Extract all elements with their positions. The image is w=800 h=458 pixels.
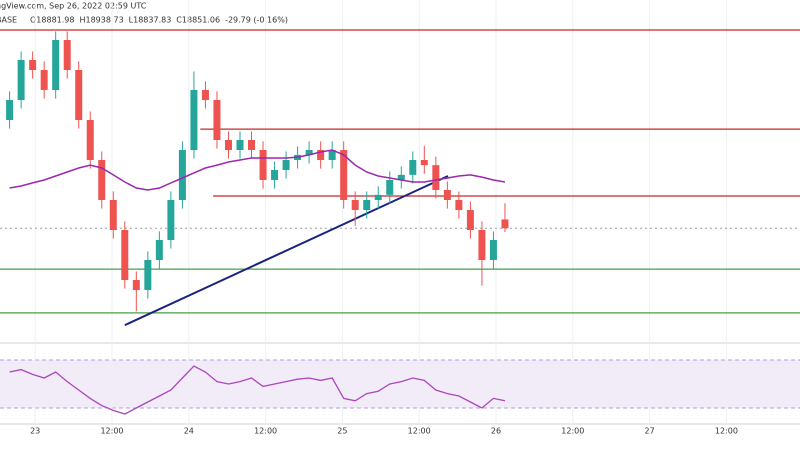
ohlc-label: C18851.06 <box>176 16 220 25</box>
candle-body <box>340 150 348 200</box>
source: ngView.com, Sep 26, 2022 02:59 UTC <box>0 2 147 11</box>
candle-body <box>455 200 463 210</box>
candle-body <box>40 70 48 90</box>
candle-body <box>432 165 440 190</box>
symbol: BASE <box>0 16 17 25</box>
candle-body <box>328 150 336 160</box>
x-tick-label: 27 <box>645 427 655 436</box>
candle-body <box>224 140 232 150</box>
candle-body <box>443 190 451 200</box>
candle-body <box>190 90 198 150</box>
candle-body <box>282 160 290 170</box>
candle-body <box>236 140 244 150</box>
candle-body <box>109 200 117 230</box>
candle-body <box>248 140 256 150</box>
x-tick-label: 23 <box>30 427 40 436</box>
ohlc-label: O18881.98 <box>30 16 74 25</box>
candle-body <box>409 160 417 175</box>
candle-body <box>167 200 175 240</box>
candle-body <box>98 160 106 200</box>
trendline <box>124 175 449 327</box>
x-tick-label: 12:00 <box>100 427 123 436</box>
ohlc-label: -29.79 (-0.16%) <box>225 16 288 25</box>
candle-body <box>374 194 382 200</box>
x-tick-label: 12:00 <box>561 427 584 436</box>
rsi-band <box>0 360 800 408</box>
candle-body <box>420 160 428 166</box>
candle-body <box>75 70 83 120</box>
x-tick-label: 12:00 <box>408 427 431 436</box>
candle-body <box>271 170 279 180</box>
candle-body <box>178 150 186 200</box>
candle-body <box>121 230 129 280</box>
candle-body <box>478 230 486 260</box>
candle-body <box>17 60 25 100</box>
candle-body <box>363 200 371 210</box>
candle-body <box>466 210 474 230</box>
ohlc-label: H18938.73 <box>79 16 123 25</box>
candle-body <box>155 240 163 260</box>
candle-body <box>144 260 152 290</box>
candle-body <box>351 200 359 210</box>
x-tick-label: 12:00 <box>254 427 277 436</box>
x-tick-label: 25 <box>337 427 347 436</box>
candle-body <box>213 100 221 140</box>
x-tick-label: 26 <box>491 427 501 436</box>
candle-body <box>29 60 37 70</box>
candle-body <box>386 180 394 195</box>
candle-body <box>489 240 497 260</box>
candle-body <box>305 150 313 155</box>
ohlc-label: L18837.83 <box>129 16 172 25</box>
candle-body <box>6 100 14 120</box>
moving-average <box>9 149 506 191</box>
candle-body <box>259 150 267 180</box>
candle-body <box>52 40 60 90</box>
rsi-line <box>9 365 506 415</box>
candle-body <box>201 90 209 100</box>
candle-body <box>86 120 94 160</box>
candle-body <box>317 150 325 160</box>
candle-body <box>501 219 509 229</box>
candle-body <box>132 280 140 290</box>
candle-body <box>63 40 71 70</box>
x-tick-label: 24 <box>184 427 194 436</box>
candle-body <box>397 174 405 180</box>
x-tick-label: 12:00 <box>715 427 738 436</box>
